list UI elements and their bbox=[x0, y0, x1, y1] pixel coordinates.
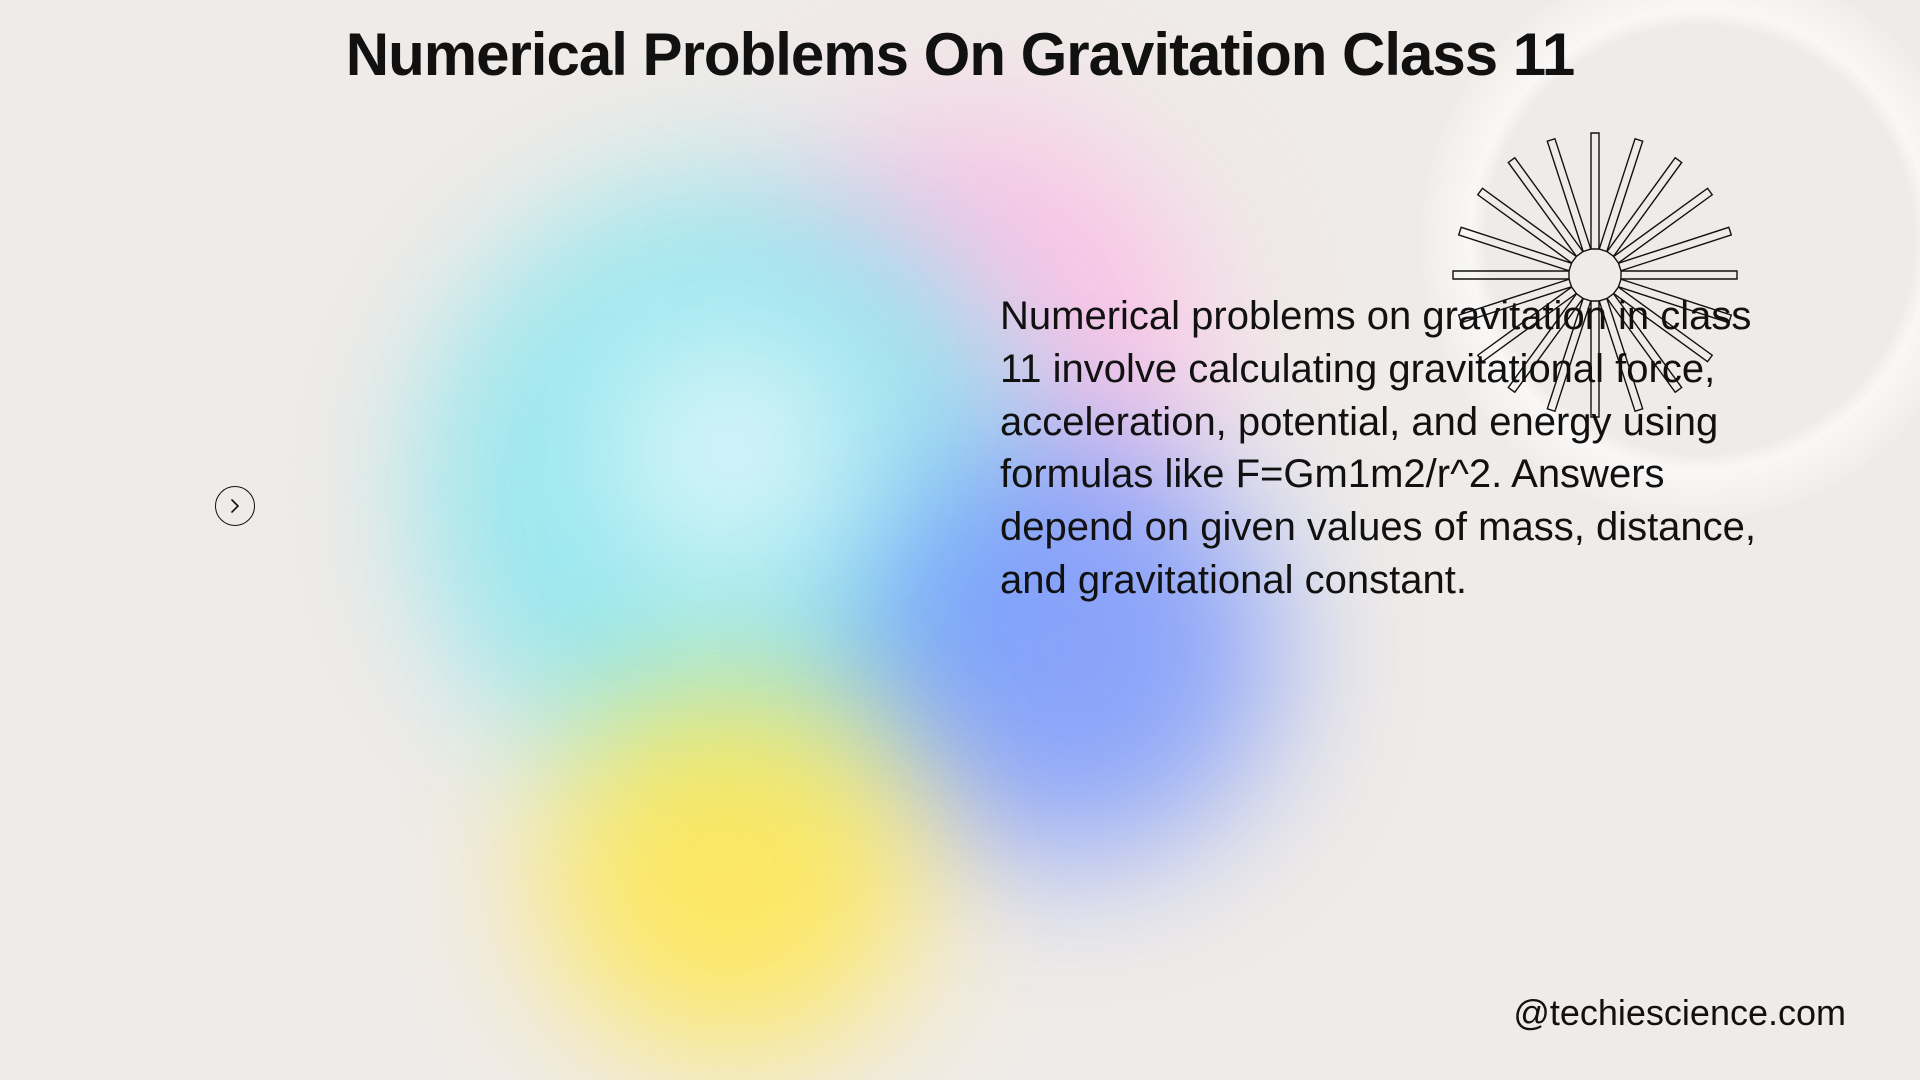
blob-yellow bbox=[540, 680, 920, 1060]
blob-white bbox=[600, 320, 860, 580]
next-arrow-button[interactable] bbox=[215, 486, 255, 526]
attribution-text: @techiescience.com bbox=[1513, 992, 1846, 1034]
chevron-right-icon bbox=[228, 499, 242, 513]
blob-cyan bbox=[420, 180, 1040, 800]
body-paragraph: Numerical problems on gravitation in cla… bbox=[1000, 290, 1760, 607]
page-title: Numerical Problems On Gravitation Class … bbox=[0, 20, 1920, 89]
